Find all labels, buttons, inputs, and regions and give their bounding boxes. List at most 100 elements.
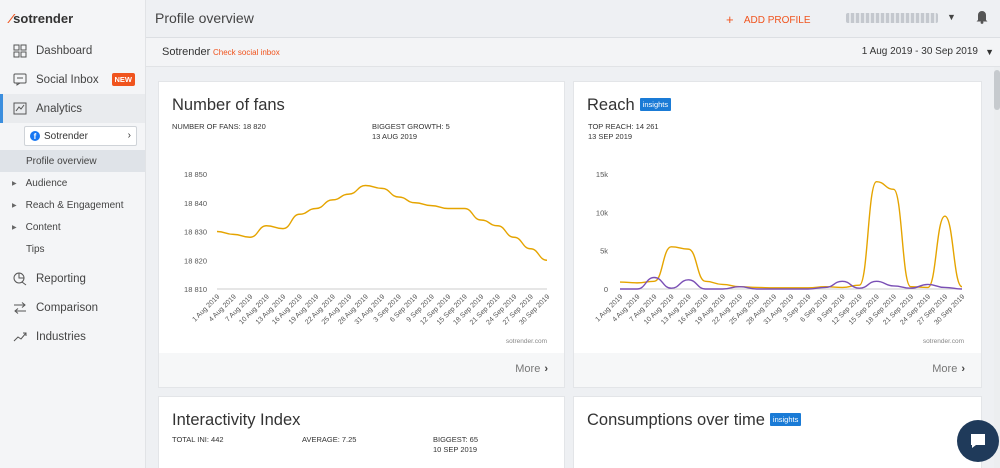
card-footer: More ›	[574, 353, 981, 387]
card-footer: More ›	[159, 353, 564, 387]
y-tick-label: 18 830	[184, 228, 207, 237]
average-stat: AVERAGE: 7.25	[302, 435, 357, 444]
account-select[interactable]: f Sotrender ›	[24, 126, 137, 146]
sidebar-item-comparison[interactable]: Comparison	[0, 293, 145, 322]
more-label: More	[515, 363, 541, 375]
series-line-primary	[619, 180, 963, 289]
date-range-picker[interactable]: 1 Aug 2019 - 30 Sep 2019	[861, 46, 978, 57]
inbox-icon	[12, 73, 28, 87]
logo[interactable]: ⁄ sotrender	[0, 0, 145, 36]
more-link[interactable]: More ›	[932, 363, 965, 375]
top-reach-date: 13 SEP 2019	[588, 132, 633, 141]
bell-icon[interactable]	[975, 9, 989, 24]
card-title-text: Reach	[587, 96, 635, 114]
sidebar-subitem-content[interactable]: ▶ Content	[0, 216, 145, 238]
sidebar-item-social-inbox[interactable]: Social Inbox NEW	[0, 65, 145, 94]
profile-name: Sotrender	[162, 46, 211, 58]
facebook-icon: f	[30, 131, 40, 141]
series-line-primary	[216, 184, 548, 261]
sidebar-item-label: Industries	[36, 330, 86, 343]
consumptions-card: Consumptions over time insights	[573, 396, 982, 468]
profile-subheader: Sotrender Check social inbox 1 Aug 2019 …	[146, 38, 1000, 67]
biggest-growth-stat: BIGGEST GROWTH: 5	[372, 122, 450, 131]
y-tick-label: 18 840	[184, 199, 207, 208]
sidebar-subitem-reach-engagement[interactable]: ▶ Reach & Engagement	[0, 194, 145, 216]
sidebar-item-dashboard[interactable]: Dashboard	[0, 36, 145, 65]
chart-source: sotrender.com	[505, 338, 547, 345]
card-title-text: Consumptions over time	[587, 411, 765, 429]
insights-badge[interactable]: insights	[639, 98, 672, 111]
sidebar-subitem-profile-overview[interactable]: Profile overview	[0, 150, 145, 172]
plus-icon: +	[726, 12, 734, 27]
sidebar-item-analytics[interactable]: Analytics	[0, 94, 145, 123]
insights-badge[interactable]: insights	[769, 413, 802, 426]
analytics-icon	[12, 102, 28, 116]
chart-source: sotrender.com	[922, 338, 964, 345]
logo-text: sotrender	[13, 10, 74, 26]
sidebar-subitem-label: Tips	[26, 243, 45, 255]
scrollbar-track[interactable]	[994, 67, 1000, 468]
sidebar-subitem-label: Audience	[25, 177, 68, 189]
y-tick-label: 0	[604, 285, 608, 294]
biggest-stat: BIGGEST: 65	[433, 435, 479, 444]
sidebar-item-label: Comparison	[36, 301, 98, 314]
sidebar-subitem-tips[interactable]: Tips	[0, 238, 145, 260]
add-profile-label: ADD PROFILE	[743, 15, 811, 26]
sidebar-item-industries[interactable]: Industries	[0, 322, 145, 351]
chat-widget-button[interactable]	[957, 420, 999, 462]
chevron-right-icon: ›	[127, 130, 131, 141]
card-title: Reach insights	[587, 96, 672, 115]
industries-icon	[12, 330, 28, 344]
y-tick-label: 18 810	[184, 285, 207, 294]
y-tick-label: 18 850	[184, 170, 207, 179]
page-title: Profile overview	[155, 10, 254, 26]
fans-card: Number of fans NUMBER OF FANS: 18 820 BI…	[158, 81, 565, 388]
biggest-date: 10 SEP 2019	[433, 445, 478, 454]
sidebar-subitem-label: Content	[25, 221, 61, 233]
comparison-icon	[12, 301, 28, 315]
chat-icon	[971, 434, 985, 448]
biggest-growth-date: 13 AUG 2019	[372, 132, 418, 141]
more-link[interactable]: More ›	[515, 363, 548, 375]
chevron-right-icon: ›	[544, 363, 548, 375]
add-profile-button[interactable]: + ADD PROFILE	[726, 12, 811, 27]
top-reach-stat: TOP REACH: 14 261	[588, 122, 659, 131]
more-label: More	[932, 363, 958, 375]
caret-right-icon: ▶	[12, 180, 17, 187]
dashboard-icon	[12, 44, 28, 58]
sidebar-subitem-label: Reach & Engagement	[25, 199, 124, 211]
card-title: Interactivity Index	[172, 411, 301, 429]
sidebar-item-label: Dashboard	[36, 44, 93, 57]
caret-right-icon: ▶	[12, 202, 17, 209]
total-ini-stat: TOTAL INI: 442	[172, 435, 224, 444]
number-of-fans-stat: NUMBER OF FANS: 18 820	[172, 122, 266, 131]
sidebar-item-label: Analytics	[36, 102, 83, 115]
user-menu-name[interactable]	[846, 13, 938, 23]
sidebar-item-label: Reporting	[36, 272, 86, 285]
caret-down-icon[interactable]: ▼	[985, 47, 994, 57]
chevron-right-icon: ›	[961, 363, 965, 375]
reporting-icon	[12, 272, 28, 286]
caret-right-icon: ▶	[12, 224, 17, 231]
y-tick-label: 15k	[596, 170, 608, 179]
interactivity-card: Interactivity Index TOTAL INI: 442 AVERA…	[158, 396, 565, 468]
y-tick-label: 18 820	[184, 256, 207, 265]
sidebar-item-reporting[interactable]: Reporting	[0, 264, 145, 293]
sidebar: ⁄ sotrender Dashboard Social Inbox NEW A…	[0, 0, 146, 468]
card-title: Number of fans	[172, 96, 285, 114]
sidebar-subitem-label: Profile overview	[26, 155, 97, 167]
series-line-secondary	[620, 276, 963, 290]
new-badge: NEW	[111, 73, 135, 86]
logo-mark-icon: ⁄	[10, 10, 13, 26]
sidebar-subitem-audience[interactable]: ▶ Audience	[0, 172, 145, 194]
scrollbar-thumb[interactable]	[994, 70, 1000, 110]
card-title: Consumptions over time insights	[587, 411, 802, 430]
y-tick-label: 5k	[600, 247, 608, 256]
check-social-inbox-link[interactable]: Check social inbox	[213, 48, 280, 57]
caret-down-icon[interactable]: ▼	[947, 12, 956, 22]
y-tick-label: 10k	[596, 208, 608, 217]
reach-card: Reach insights TOP REACH: 14 261 13 SEP 2…	[573, 81, 982, 388]
account-select-value: Sotrender	[44, 130, 88, 142]
